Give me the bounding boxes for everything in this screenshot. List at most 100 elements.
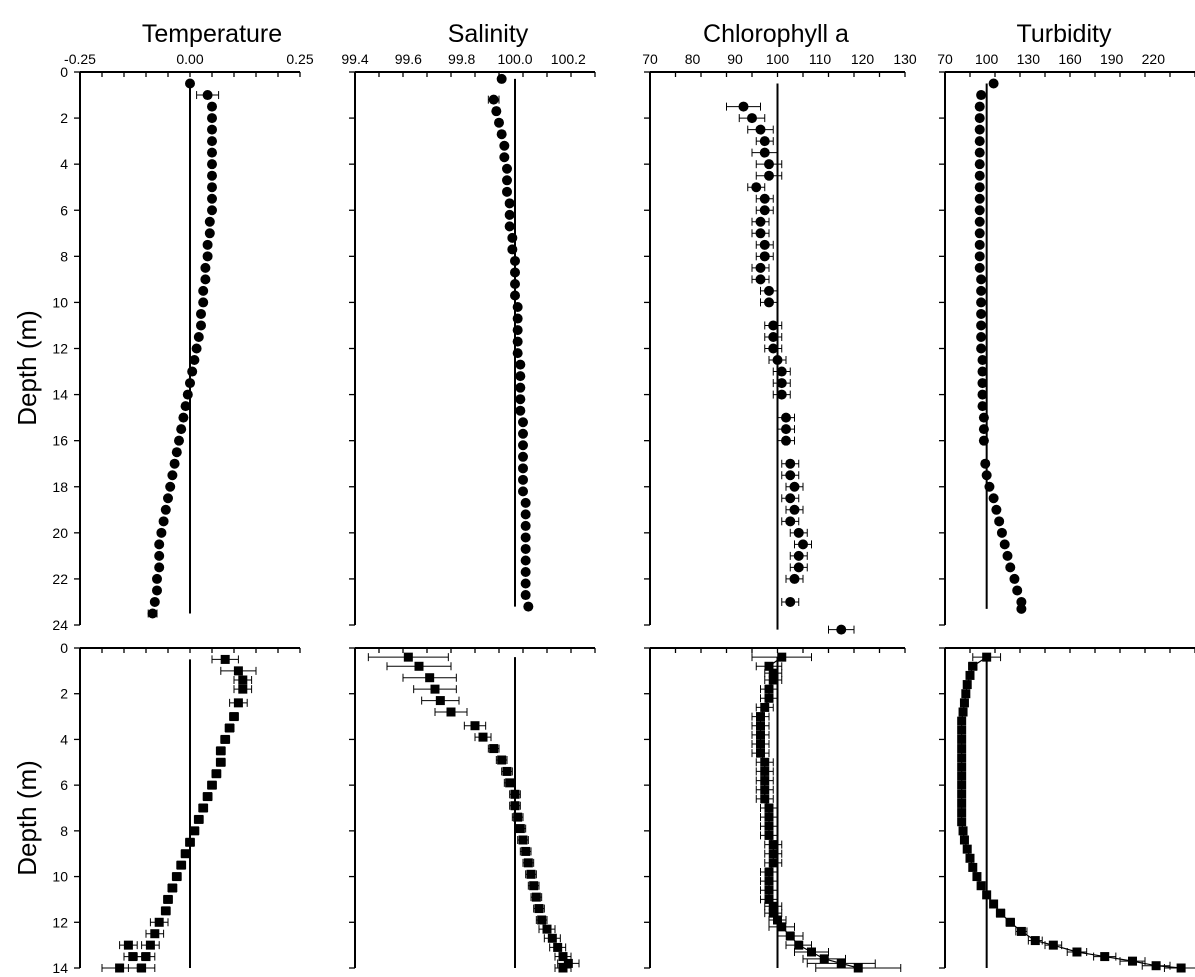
data-point — [189, 355, 200, 366]
x-tick-label-temperature-top: -0.25 — [64, 51, 96, 67]
data-point — [513, 812, 523, 822]
data-point — [165, 481, 176, 492]
data-point — [515, 359, 526, 370]
data-point — [128, 952, 138, 962]
data-point — [755, 262, 766, 273]
x-tick-label-chlorophyll-top: 130 — [893, 51, 917, 67]
data-point — [756, 712, 765, 722]
data-point — [781, 435, 791, 446]
data-point — [207, 780, 217, 790]
data-point — [515, 371, 526, 382]
x-tick-label-temperature-top: 0.00 — [176, 51, 203, 67]
x-tick-label-chlorophyll-top: 80 — [685, 51, 701, 67]
data-point — [518, 835, 528, 845]
y-tick-label-temperature-top: 8 — [60, 248, 68, 264]
data-point — [238, 684, 248, 694]
data-point — [785, 516, 796, 527]
x-tick-label-salinity-top: 99.6 — [395, 51, 422, 67]
data-point — [965, 670, 975, 680]
panel-temperature-bottom: 0 2 4 6 8 10 12 14 — [52, 640, 301, 976]
data-point — [974, 113, 985, 124]
data-point — [819, 954, 829, 964]
data-point — [160, 504, 171, 515]
data-point — [154, 550, 165, 561]
data-point — [216, 746, 226, 756]
data-point — [520, 555, 531, 566]
data-point — [496, 129, 507, 140]
data-point — [764, 830, 774, 840]
data-point — [836, 624, 847, 635]
data-point — [167, 883, 177, 893]
data-point — [494, 117, 504, 128]
y-tick-label-temperature-bottom: 4 — [60, 731, 68, 747]
data-point — [965, 853, 975, 863]
data-point — [764, 285, 774, 296]
data-point — [958, 707, 968, 717]
data-point — [204, 216, 215, 227]
data-point — [518, 451, 528, 462]
data-point — [200, 274, 211, 285]
data-point — [994, 516, 1005, 527]
y-tick-label-temperature-top: 22 — [52, 571, 68, 587]
data-point — [176, 424, 187, 435]
data-point — [488, 94, 499, 105]
data-point — [764, 170, 774, 181]
data-point — [507, 232, 518, 243]
data-point — [207, 101, 217, 112]
y-tick-label-temperature-top: 16 — [52, 433, 68, 449]
data-point — [512, 348, 523, 359]
data-point — [163, 894, 173, 904]
data-point — [764, 894, 774, 904]
data-point — [777, 652, 787, 662]
data-point — [520, 543, 531, 554]
data-point — [185, 837, 195, 847]
data-point — [161, 906, 171, 916]
data-point — [974, 147, 985, 158]
data-point — [216, 757, 226, 767]
data-point — [984, 481, 995, 492]
x-tick-label-turbidity-top: 70 — [937, 51, 953, 67]
x-tick-label-turbidity-top: 160 — [1058, 51, 1082, 67]
data-point — [207, 124, 217, 135]
data-point — [229, 712, 239, 722]
y-tick-label-temperature-top: 4 — [60, 156, 68, 172]
data-point — [785, 596, 796, 607]
data-point — [1048, 940, 1058, 950]
data-point — [957, 771, 967, 781]
data-point — [980, 458, 991, 469]
data-point — [977, 366, 988, 377]
data-point — [435, 696, 445, 706]
data-point — [764, 159, 774, 170]
data-point — [520, 567, 531, 578]
panel-salinity-bottom — [349, 647, 596, 973]
data-point — [996, 908, 1006, 918]
data-point — [558, 952, 568, 962]
data-point — [523, 858, 533, 868]
data-point — [957, 744, 967, 754]
data-point — [510, 789, 520, 799]
data-point — [478, 732, 488, 742]
data-point — [154, 539, 165, 550]
data-point — [1002, 550, 1013, 561]
data-point — [152, 585, 162, 596]
data-point — [760, 794, 770, 804]
data-point — [977, 389, 988, 400]
data-point — [1151, 961, 1161, 971]
data-point — [751, 182, 762, 193]
data-point — [768, 908, 778, 918]
data-point — [989, 899, 999, 909]
data-point — [957, 817, 967, 827]
data-point — [961, 689, 971, 699]
data-point — [163, 493, 173, 504]
data-point — [220, 654, 230, 664]
data-point — [764, 821, 774, 831]
data-point — [756, 721, 765, 731]
x-tick-label-chlorophyll-top: 100 — [766, 51, 790, 67]
data-point — [957, 716, 967, 726]
data-point — [145, 940, 155, 950]
data-point — [502, 766, 512, 776]
data-point — [1030, 936, 1040, 946]
data-point — [759, 147, 770, 158]
